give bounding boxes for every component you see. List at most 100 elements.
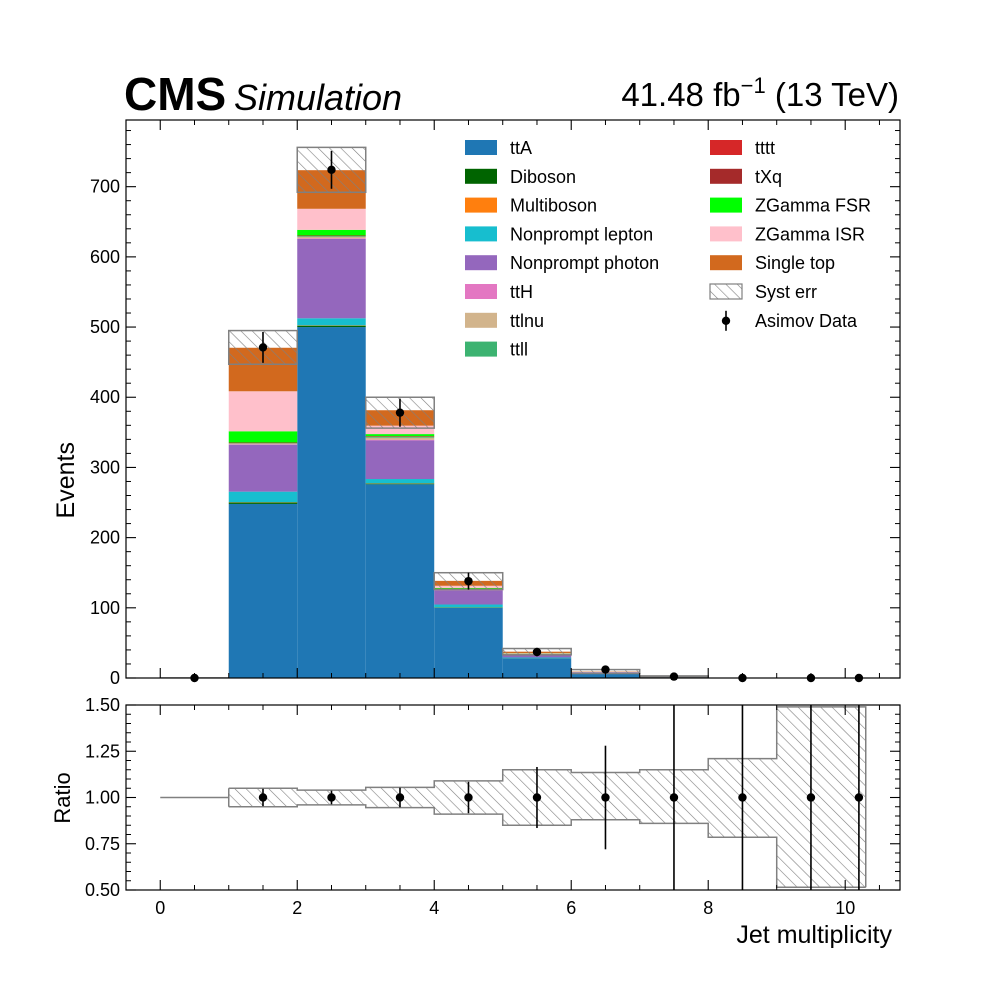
x-axis-label: Jet multiplicity [736,921,892,949]
legend-swatch [710,255,742,271]
y-tick-label: 1.00 [85,788,120,808]
bar-nonprompt-lepton [365,479,435,484]
lumi-exponent: −1 [741,73,766,98]
bar-nonprompt-lepton [434,604,503,608]
ratio-point [258,793,268,802]
y-tick-label: 300 [90,457,120,477]
bar-ttlnu [297,236,366,239]
stacked-bars [228,170,709,678]
y-tick-label: 1.25 [85,741,120,761]
data-point [601,665,610,674]
bar-nonprompt-lepton [502,657,572,659]
legend-entry-multiboson: Multiboson [465,196,597,216]
legend-entry-diboson: Diboson [465,167,576,187]
legend-label: Asimov Data [755,311,858,331]
legend-label: Syst err [755,282,817,302]
x-tick-label: 6 [566,898,576,918]
main-axes: 0 100 200 300 400 500 600 700 [90,119,901,688]
legend-swatch [710,197,742,213]
legend-label: Nonprompt photon [510,253,659,273]
bar-tta [297,327,366,678]
legend-entry-tth: ttH [465,282,533,302]
legend-label: ttH [510,282,533,302]
y-tick-label: 600 [90,247,120,267]
bar-tth [297,238,366,239]
ratio-point [738,793,747,802]
ratio-point [854,793,864,802]
legend-label: ttA [510,138,532,158]
bar-nonprompt-lepton [228,491,298,503]
legend-label: ttll [510,340,528,360]
legend-entry-ttll: ttll [465,340,528,360]
ratio-point [669,793,679,802]
x-tick-label: 10 [835,898,855,918]
ratio-point [327,793,336,802]
bar-diboson [365,483,435,485]
ratio-point [532,793,542,802]
legend-entry-tttt: tttt [710,138,775,158]
legend-entry-single-top: Single top [710,253,835,273]
bar-zgamma-isr [297,208,366,230]
data-point [327,165,336,175]
ratio-plot-area: 0 2 4 6 8 10 0.50 0.75 1.00 1.25 1.50 Ratio Jet mu… [50,695,901,949]
legend-entry-asimov-data: Asimov Data [721,310,858,331]
bar-ttlnu [365,437,435,440]
data-point [258,343,268,352]
legend-label: Multiboson [510,196,597,216]
ratio-points [258,705,864,890]
legend-swatch [709,283,743,300]
legend-label: ZGamma ISR [755,224,865,244]
y-tick-label: 400 [90,387,120,407]
y-tick-label: 100 [90,598,120,618]
y-tick-label: 0.75 [85,834,120,854]
y-tick-label: 200 [90,528,120,548]
data-points [190,150,864,683]
legend-swatch [710,140,742,155]
bar-nonprompt-lepton [297,318,366,326]
y-axis-label: Events [52,442,80,518]
x-tick-label: 8 [703,898,713,918]
legend-swatch [710,168,742,184]
legend-swatch [465,226,497,242]
legend-swatch [465,168,497,184]
bar-nonprompt-photon [365,440,435,480]
legend-entry-txq: tXq [710,167,782,187]
bar-zgamma-fsr [365,434,435,437]
legend-entry-nonprompt-photon: Nonprompt photon [465,253,659,273]
bar-txq [365,436,435,437]
ratio-point [806,793,816,802]
bar-zgamma-fsr [297,229,366,236]
lumi-value: 41.48 fb [621,76,740,113]
bar-tta [228,503,298,678]
ratio-axes: 0 2 4 6 8 10 0.50 0.75 1.00 1.25 1.50 [85,695,901,918]
legend-swatch [465,312,497,328]
legend-label: ttlnu [510,311,544,331]
bar-zgamma-isr [228,391,298,432]
ratio-axis-label: Ratio [50,772,75,823]
bar-tta [365,484,435,678]
y-tick-label: 0.50 [85,880,120,900]
main-plot-area: 0 100 200 300 400 500 600 700 ttA Diboson Multibo… [52,119,901,688]
lumi-label: 41.48 fb−1 (13 TeV) [621,73,899,113]
ratio-band-upper-edge [228,706,867,888]
legend-swatch [465,341,497,357]
data-point [395,408,405,417]
ratio-point [464,793,473,802]
bar-tth [365,439,435,441]
x-tick-label: 0 [155,898,165,918]
bar-nonprompt-photon [297,238,366,319]
bar-zgamma-isr [365,425,435,435]
ratio-band-bin [776,706,866,888]
ratio-point [601,793,610,802]
bar-txq [297,235,366,237]
experiment-label: CMS [124,68,226,120]
ratio-point [395,793,405,802]
legend-label: Nonprompt lepton [510,224,653,244]
legend-label: Diboson [510,167,576,187]
y-tick-label: 0 [110,668,120,688]
data-point [464,576,473,586]
data-point [532,647,542,657]
bar-tta [502,658,572,678]
y-tick-label: 700 [90,177,120,197]
